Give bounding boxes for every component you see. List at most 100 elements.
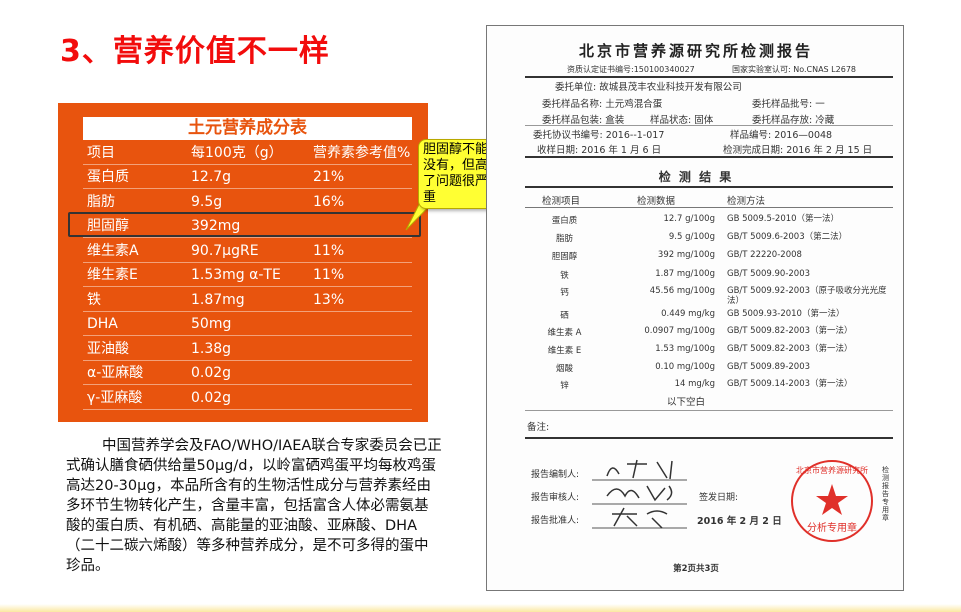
amount-cell: 90.7μgRE: [191, 242, 259, 259]
description-paragraph: 中国营养学会及FAO/WHO/IAEA联合专家委员会已正式确认膳食硒供给量50μ…: [66, 438, 442, 574]
nutrition-header-row: 项目 每100克（g） 营养素参考值%: [83, 141, 412, 165]
amount-cell: 392mg: [191, 218, 241, 234]
report-value: 0.10 mg/100g: [655, 362, 715, 372]
nutrition-row: 亚油酸 1.38g: [83, 337, 412, 361]
report-packaging: 委托样品包装: 盒装: [542, 115, 625, 126]
report-item: 铁: [560, 271, 569, 281]
report-item: 蛋白质: [551, 216, 578, 226]
nutrition-row: 胆固醇 392mg: [83, 214, 412, 238]
nutrition-row: 维生素E 1.53mg α-TE 11%: [83, 263, 412, 287]
report-approver-label: 报告批准人:: [531, 516, 580, 526]
report-cert: 资质认定证书编号:150100340027: [567, 65, 695, 74]
report-value: 9.5 g/100g: [668, 232, 715, 242]
report-value: 12.7 g/100g: [663, 214, 715, 224]
report-method: GB/T 22220-2008: [727, 250, 802, 260]
report-batch: 委托样品批号: 一: [752, 99, 825, 110]
nutrition-row: DHA 50mg: [83, 312, 412, 336]
nrv-cell: 13%: [313, 291, 345, 308]
report-value: 0.449 mg/kg: [661, 309, 715, 319]
report-col-data: 检测数据: [637, 196, 676, 207]
report-remarks: 备注:: [527, 422, 550, 433]
report-cnas: 国家实验室认可: No.CNAS L2678: [732, 65, 856, 74]
report-completed: 检测完成日期: 2016 年 2 月 15 日: [723, 145, 873, 156]
report-col-item: 检测项目: [542, 196, 581, 207]
report-storage: 委托样品存放: 冷藏: [752, 115, 835, 126]
report-sample-no: 样品编号: 2016—0048: [730, 130, 833, 141]
report-results-title: 检 测 结 果: [658, 170, 734, 184]
nrv-cell: 营养素参考值%: [313, 145, 411, 161]
report-item: 锌: [560, 381, 569, 391]
report-item: 胆固醇: [551, 252, 578, 262]
nrv-cell: 11%: [313, 267, 345, 283]
nutrition-table-title: 土元营养成分表: [83, 117, 412, 140]
report-agreement: 委托协议书编号: 2016--1-017: [533, 130, 665, 141]
item-cell: 项目: [87, 145, 115, 161]
nrv-cell: 11%: [313, 242, 345, 259]
report-value: 392 mg/100g: [657, 250, 715, 260]
nutrition-row: 脂肪 9.5g 16%: [83, 190, 412, 214]
test-report-image: 北京市营养源研究所检测报告 资质认定证书编号:150100340027 国家实验…: [486, 25, 904, 591]
item-cell: DHA: [87, 316, 118, 332]
report-item: 维生素 A: [547, 328, 582, 338]
nutrition-row: 维生素A 90.7μgRE 11%: [83, 239, 412, 263]
amount-cell: 1.38g: [191, 340, 232, 357]
nrv-cell: 16%: [313, 193, 345, 210]
item-cell: 维生素A: [87, 242, 139, 259]
report-method: GB 5009.93-2010（第一法）: [727, 309, 845, 319]
amount-cell: 0.02g: [191, 365, 232, 381]
bottom-decoration: [0, 604, 961, 612]
cholesterol-highlight-box: [68, 212, 421, 237]
official-seal: [791, 460, 873, 542]
item-cell: 维生素E: [87, 267, 138, 283]
report-method: GB/T 5009.82-2003（第一法）: [727, 326, 853, 336]
report-state: 样品状态: 固体: [650, 115, 714, 126]
nrv-cell: 21%: [313, 169, 345, 185]
amount-cell: 9.5g: [191, 193, 223, 210]
report-method: GB/T 5009.90-2003: [727, 269, 811, 279]
report-method: GB/T 5009.14-2003（第一法）: [727, 379, 853, 389]
item-cell: 脂肪: [87, 193, 115, 210]
item-cell: 亚油酸: [87, 340, 129, 357]
item-cell: 铁: [87, 291, 101, 308]
report-method: GB/T 5009.92-2003（原子吸收分光光度法）: [727, 286, 887, 306]
amount-cell: 1.53mg α-TE: [191, 267, 281, 283]
nutrition-row: 蛋白质 12.7g 21%: [83, 165, 412, 189]
amount-cell: 每100克（g）: [191, 145, 283, 161]
report-item: 维生素 E: [547, 346, 582, 356]
nutrition-panel: [58, 103, 428, 422]
report-item: 脂肪: [555, 234, 573, 244]
signatures: [592, 459, 687, 529]
slide-title: 3、营养价值不一样: [60, 34, 330, 69]
report-method: GB/T 5009.6-2003（第二法）: [727, 232, 848, 242]
report-side-text: 检测报告专用章: [882, 466, 889, 522]
report-title: 北京市营养源研究所检测报告: [578, 42, 813, 60]
nutrition-row: α-亚麻酸 0.02g: [83, 361, 412, 385]
report-value: 1.53 mg/100g: [655, 344, 715, 354]
report-value: 14 mg/kg: [674, 379, 715, 389]
item-cell: γ-亚麻酸: [87, 389, 143, 406]
nutrition-row: γ-亚麻酸 0.02g: [83, 386, 412, 410]
seal-subtext: 分析专用章: [807, 523, 857, 534]
amount-cell: 50mg: [191, 316, 232, 332]
report-page-number: 第2页共3页: [673, 564, 719, 574]
report-method: GB 5009.5-2010（第一法）: [727, 214, 840, 224]
report-value: 0.0907 mg/100g: [644, 326, 715, 336]
item-cell: α-亚麻酸: [87, 365, 144, 381]
report-issue-date-label: 签发日期:: [699, 493, 739, 503]
report-col-method: 检测方法: [727, 196, 766, 207]
nutrition-row: 铁 1.87mg 13%: [83, 288, 412, 312]
report-reviewer-label: 报告审核人:: [531, 493, 580, 503]
seal-text: 北京市营养源研究所: [796, 466, 868, 475]
report-issue-date: 2016 年 2 月 2 日: [697, 516, 782, 527]
report-method: GB/T 5009.89-2003: [727, 362, 811, 372]
amount-cell: 1.87mg: [191, 291, 245, 308]
report-item: 钙: [560, 288, 569, 298]
item-cell: 蛋白质: [87, 169, 129, 185]
report-item: 烟酸: [555, 364, 573, 374]
report-item: 硒: [560, 311, 569, 321]
report-sample-name: 委托样品名称: 土元鸡混合蛋: [542, 99, 663, 110]
amount-cell: 0.02g: [191, 389, 232, 406]
report-client: 委托单位: 故城县茂丰农业科技开发有限公司: [555, 82, 742, 93]
report-blank-below: 以下空白: [667, 397, 706, 408]
item-cell: 胆固醇: [87, 218, 129, 234]
